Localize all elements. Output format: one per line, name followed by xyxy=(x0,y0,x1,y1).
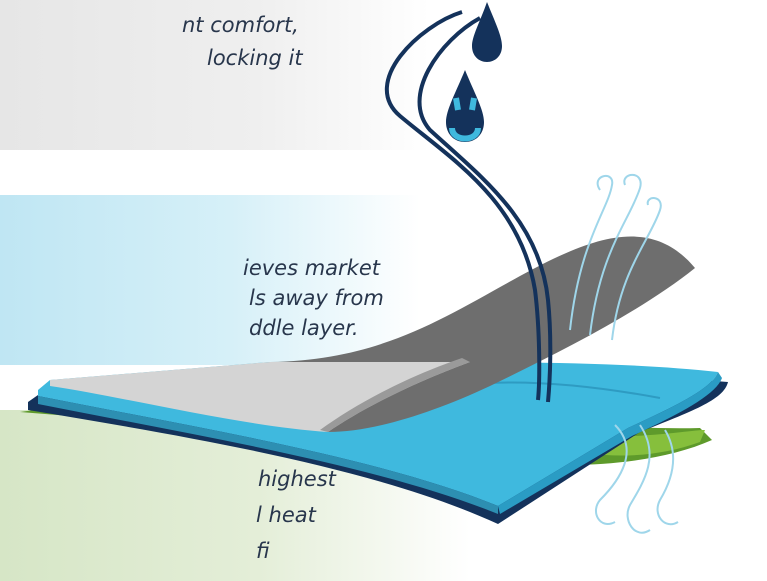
top-layer-text-line-1: nt comfort, xyxy=(182,13,299,37)
top-layer-text-line-2: locking it xyxy=(207,46,303,70)
middle-layer-panel xyxy=(0,195,420,365)
bottom-layer-text-line-2: l heat xyxy=(256,503,316,527)
wind-lines-icon xyxy=(569,173,679,534)
water-drop-icon-small xyxy=(446,70,484,142)
bottom-layer-text-line-1: highest xyxy=(258,467,336,491)
flow-line-2 xyxy=(417,16,553,403)
gray-outer-layer xyxy=(270,236,695,432)
middle-layer-text-line-1: ieves market xyxy=(243,256,380,280)
bottom-layer-text-line-3: fi xyxy=(256,539,270,563)
middle-layer-text-line-3: ddle layer. xyxy=(249,316,359,340)
flow-line-1 xyxy=(384,10,542,401)
water-drop-icon xyxy=(472,2,502,62)
top-layer-panel xyxy=(0,0,430,150)
middle-layer-text-line-2: ls away from xyxy=(249,286,384,310)
